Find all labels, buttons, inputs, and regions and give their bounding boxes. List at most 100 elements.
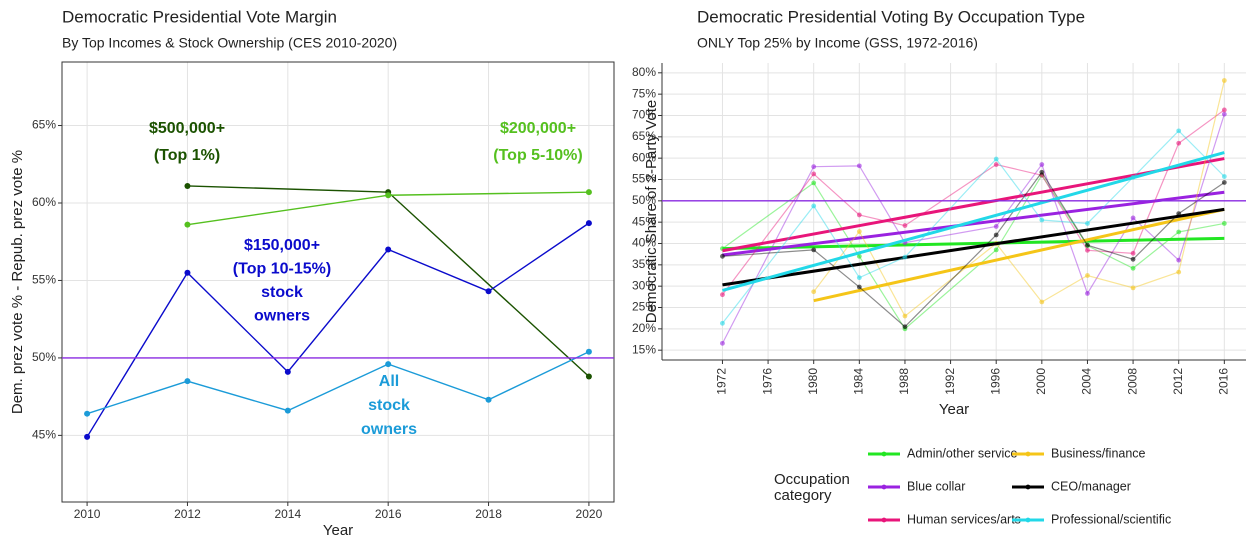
legend-title: Occupation: [774, 471, 850, 488]
data-point: [1176, 257, 1182, 263]
data-point: [1039, 217, 1045, 223]
legend-label: Admin/other service: [907, 446, 1018, 460]
data-point: [856, 284, 862, 290]
data-point: [811, 247, 817, 253]
data-point: [585, 348, 592, 355]
data-point: [993, 232, 999, 238]
data-point: [1221, 78, 1227, 83]
annotation: (Top 5-10%): [493, 147, 582, 164]
data-point: [856, 163, 862, 169]
data-point: [585, 189, 592, 196]
trend-line: [722, 151, 1225, 292]
chart-panel: Democratic Presidential Voting By Occupa…: [632, 7, 1246, 526]
legend-title: category: [774, 487, 832, 504]
data-point: [1221, 221, 1227, 226]
data-point: [585, 373, 592, 380]
y-tick-label: 25%: [632, 300, 656, 314]
annotation: (Top 1%): [154, 147, 220, 164]
data-point: [1176, 269, 1182, 275]
x-tick-label: 2014: [274, 507, 301, 521]
data-point: [856, 229, 862, 234]
data-point: [902, 254, 908, 260]
data-point: [184, 269, 191, 276]
trend-line: [722, 207, 1225, 287]
data-point: [811, 171, 817, 177]
trend-line: [722, 190, 1225, 257]
plot-background: [662, 63, 1246, 360]
y-tick-label: 60%: [632, 150, 656, 164]
data-point: [1085, 242, 1090, 248]
y-tick-label: 45%: [32, 428, 56, 442]
data-point: [1130, 215, 1136, 221]
data-point: [856, 212, 862, 218]
data-point: [993, 224, 999, 229]
trend-line: [813, 207, 1225, 303]
legend-label: Professional/scientific: [1051, 512, 1171, 526]
series-line: [721, 129, 1225, 324]
y-tick-label: 65%: [632, 129, 656, 143]
data-point: [1221, 107, 1227, 113]
series-line: [86, 351, 590, 415]
x-tick-label: 2018: [475, 507, 502, 521]
y-tick-label: 80%: [632, 65, 656, 79]
x-tick-label: 1976: [760, 368, 774, 395]
data-point: [993, 162, 999, 167]
data-point: [1085, 221, 1090, 226]
data-point: [811, 180, 817, 186]
y-tick-label: 50%: [632, 193, 656, 207]
plot-border: [61, 61, 615, 503]
data-point: [811, 164, 817, 170]
data-point: [856, 275, 862, 281]
data-point: [1221, 174, 1227, 179]
x-tick-label: 1984: [852, 368, 866, 395]
data-point: [856, 253, 862, 259]
data-point: [1085, 247, 1090, 253]
data-point: [385, 361, 392, 368]
data-point: [1085, 273, 1090, 278]
data-point: [1039, 162, 1045, 167]
x-tick-label: 1996: [988, 368, 1002, 395]
y-tick-label: 40%: [632, 236, 656, 250]
x-tick-label: 1988: [897, 368, 911, 395]
data-point: [84, 410, 91, 417]
y-tick-label: 60%: [32, 195, 56, 209]
plot-background: [62, 62, 614, 502]
y-tick-label: 75%: [632, 86, 656, 100]
data-point: [184, 221, 191, 228]
x-tick-label: 2016: [1217, 368, 1231, 395]
annotation: $500,000+: [149, 120, 225, 137]
data-point: [184, 182, 191, 189]
y-tick-label: 30%: [632, 278, 656, 292]
data-point: [1221, 180, 1227, 185]
annotation: $200,000+: [500, 120, 576, 137]
data-point: [585, 220, 592, 227]
y-tick-label: 50%: [32, 350, 56, 364]
x-tick-label: 2012: [1171, 368, 1185, 395]
x-tick-label: 1980: [806, 368, 820, 395]
data-point: [720, 340, 725, 346]
x-tick-label: 2012: [174, 507, 201, 521]
trend-line: [722, 236, 1225, 251]
x-tick-label: 2010: [74, 507, 101, 521]
data-point: [720, 292, 725, 298]
data-point: [720, 320, 725, 326]
data-point: [811, 203, 817, 209]
legend-key-point: [1025, 517, 1031, 523]
annotation: owners: [254, 308, 310, 325]
chart-subtitle: ONLY Top 25% by Income (GSS, 1972-2016): [697, 35, 978, 51]
legend-key-point: [1025, 484, 1031, 490]
chart-subtitle: By Top Incomes & Stock Ownership (CES 20…: [62, 35, 397, 51]
x-tick-label: 1992: [943, 368, 957, 395]
data-point: [1130, 265, 1136, 271]
legend-label: CEO/manager: [1051, 479, 1131, 493]
data-point: [1176, 140, 1182, 146]
legend-key-point: [881, 517, 887, 523]
legend-key-point: [881, 451, 887, 457]
x-axis-title: Year: [939, 401, 969, 418]
series-line: [721, 109, 1225, 296]
data-point: [284, 407, 291, 414]
data-point: [1221, 111, 1227, 117]
data-point: [1130, 256, 1136, 262]
annotation: (Top 10-15%): [233, 261, 331, 278]
